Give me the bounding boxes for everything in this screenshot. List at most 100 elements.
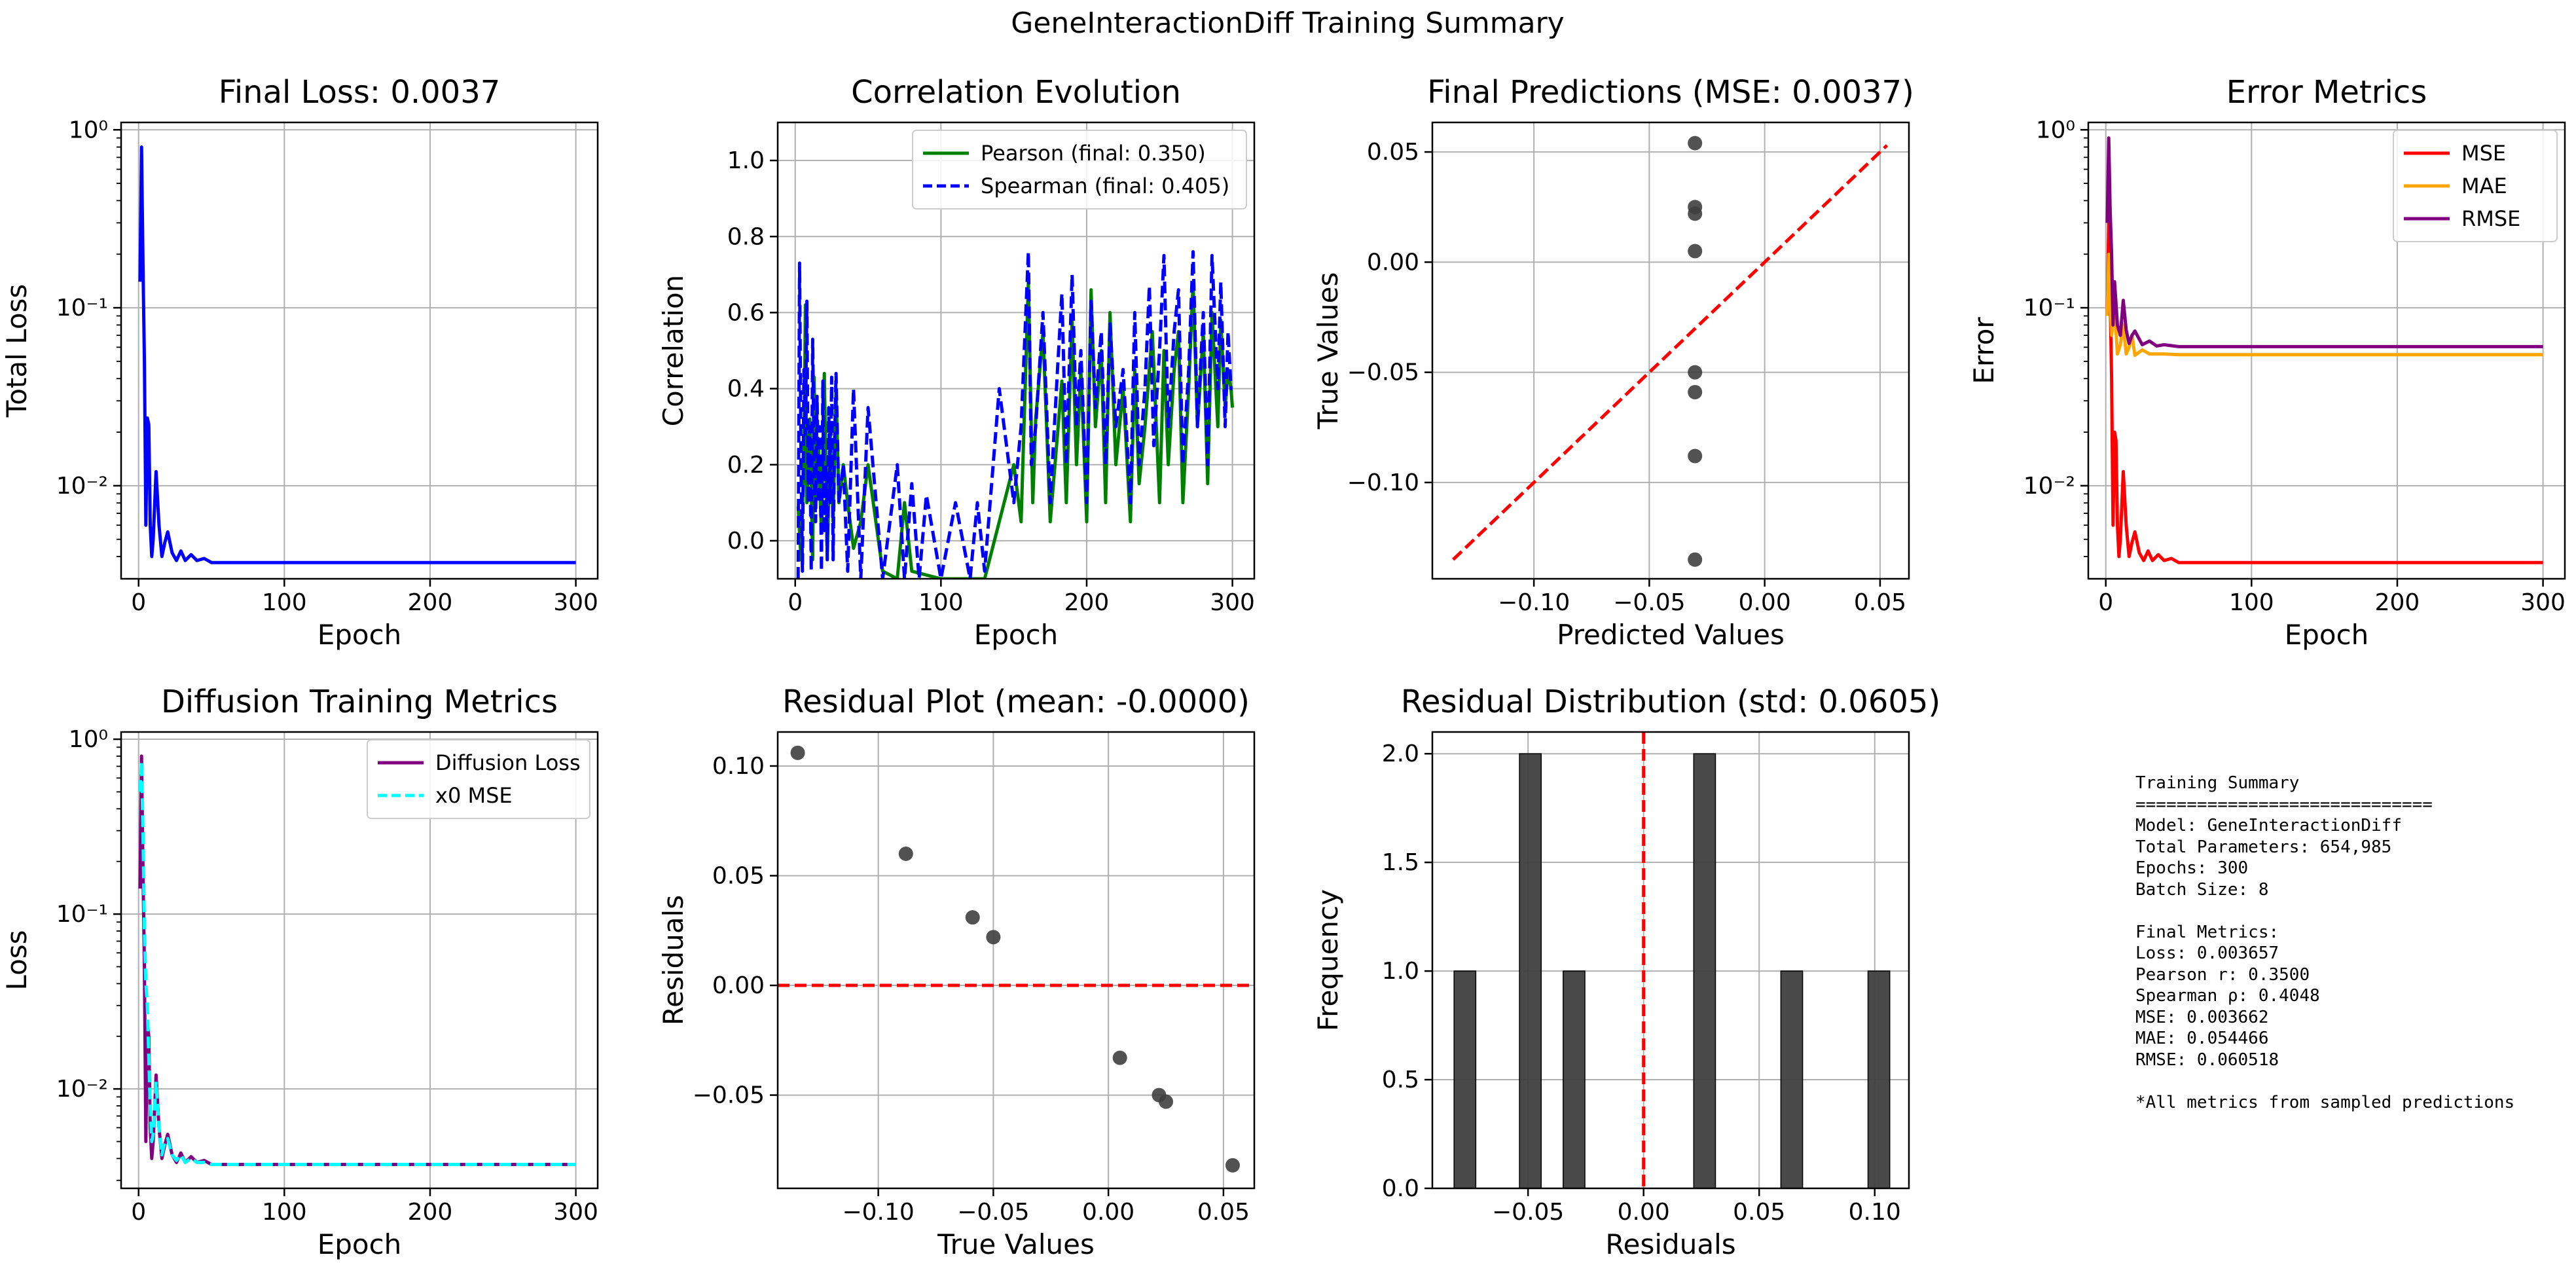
y-tick-label: 10⁻¹ <box>56 295 108 321</box>
x-tick-label: 100 <box>262 1199 307 1226</box>
residual-distribution-chart: −0.05 0.00 0.05 0.10 0.0 0.5 1.0 1.5 2.0 Residual… <box>1312 684 1940 1260</box>
legend-box <box>912 130 1247 210</box>
scatter-point <box>986 930 1001 945</box>
x-tick-label: 300 <box>553 1199 598 1226</box>
x-tick-label: 200 <box>2375 589 2420 616</box>
correlation-evolution-data <box>796 250 1235 579</box>
histogram-bar <box>1453 970 1477 1188</box>
residual-distribution-data <box>1453 732 1891 1188</box>
x-tick-label: 100 <box>2229 589 2274 616</box>
x-tick-label: 300 <box>2520 589 2566 616</box>
histogram-bar <box>1780 970 1804 1188</box>
y-axis-label: Residuals <box>657 895 689 1025</box>
y-tick-label: 0.5 <box>1382 1067 1419 1093</box>
scatter-point <box>1688 448 1703 464</box>
x-tick-label: 200 <box>408 589 453 616</box>
y-axis-label: Correlation <box>657 275 689 427</box>
x-tick-label: 200 <box>1064 589 1110 616</box>
histogram-bar <box>1693 753 1716 1188</box>
y-tick-label: 10⁻² <box>56 1076 108 1103</box>
scatter-point <box>1688 365 1703 380</box>
residual-plot-data <box>778 745 1254 1173</box>
x-tick-label: 0 <box>788 589 803 616</box>
y-tick-label: 1.5 <box>1382 849 1419 876</box>
x-tick-label: 300 <box>1210 589 1255 616</box>
chart-title: Diffusion Training Metrics <box>161 684 558 720</box>
legend-label: MSE <box>2461 141 2506 166</box>
y-tick-label: 10⁰ <box>2036 117 2075 143</box>
training-summary-text: Training Summary =======================… <box>2135 773 2515 1112</box>
chart-title: Final Loss: 0.0037 <box>219 74 501 111</box>
x-tick-label: 0.05 <box>1197 1199 1250 1226</box>
plot-frame <box>776 121 1256 580</box>
y-tick-label: 1.0 <box>1382 958 1419 985</box>
scatter-point <box>790 745 805 760</box>
histogram-bar <box>1563 970 1586 1188</box>
y-axis-label: Loss <box>1 930 33 990</box>
x-tick-label: 0.00 <box>1082 1199 1134 1226</box>
scatter-point <box>1225 1158 1240 1173</box>
y-tick-label: 0.4 <box>727 376 765 403</box>
x-axis-label: True Values <box>937 1228 1095 1260</box>
x-tick-label: −0.05 <box>1613 589 1685 616</box>
y-tick-label: 10⁻² <box>2023 473 2075 500</box>
error-metrics-data <box>2105 136 2543 564</box>
x-tick-label: 0.10 <box>1849 1199 1901 1226</box>
x-tick-label: −0.10 <box>1498 589 1570 616</box>
series-line-rmse <box>2105 136 2543 348</box>
series-line-spearman <box>796 250 1233 579</box>
x-tick-label: 300 <box>553 589 598 616</box>
y-axis-label: True Values <box>1312 272 1344 430</box>
correlation-evolution-chart: 0 100 200 300 0.0 0.2 0.4 0.6 0.8 1.0 Correlation … <box>657 74 1256 651</box>
x-axis-label: Epoch <box>317 619 402 651</box>
y-tick-label: −0.05 <box>693 1082 765 1109</box>
y-tick-label: 0.0 <box>1382 1175 1419 1202</box>
series-line-mse <box>2105 221 2543 564</box>
x-axis-label: Predicted Values <box>1557 619 1785 651</box>
chart-title: Residual Distribution (std: 0.0605) <box>1401 684 1940 720</box>
plot-frame <box>1431 731 1910 1190</box>
y-tick-label: 0.6 <box>727 299 765 326</box>
legend-box <box>367 739 590 819</box>
y-tick-label: 0.10 <box>712 753 765 780</box>
legend: Diffusion Loss x0 MSE <box>367 739 590 819</box>
x-axis-label: Epoch <box>317 1228 402 1260</box>
diffusion-metrics-data <box>138 754 576 1166</box>
x-tick-label: 100 <box>262 589 307 616</box>
x-tick-label: 0.05 <box>1733 1199 1785 1226</box>
scatter-point <box>898 846 913 861</box>
legend-label: Spearman (final: 0.405) <box>981 174 1229 198</box>
scatter-point <box>1688 206 1703 221</box>
plot-frame <box>120 731 599 1190</box>
x-tick-label: −0.10 <box>842 1199 914 1226</box>
diffusion-metrics-chart: 0 100 200 300 10⁻² 10⁻¹ 10⁰ Diffusion Training … <box>1 684 599 1260</box>
scatter-point <box>1688 244 1703 259</box>
series-line-x0 <box>138 759 576 1166</box>
legend-label: Pearson (final: 0.350) <box>981 141 1206 166</box>
plot-frame <box>2087 121 2566 580</box>
chart-title: Residual Plot (mean: -0.0000) <box>782 684 1250 720</box>
plot-frame <box>1431 121 1910 580</box>
y-tick-label: 0.0 <box>727 528 765 555</box>
x-tick-label: 0 <box>2098 589 2113 616</box>
legend-label: RMSE <box>2461 206 2520 231</box>
y-tick-label: 2.0 <box>1382 741 1419 767</box>
y-tick-label: 10⁻¹ <box>56 901 108 928</box>
y-tick-label: −0.10 <box>1347 469 1419 496</box>
chart-title: Correlation Evolution <box>851 74 1181 111</box>
x-tick-label: −0.05 <box>1492 1199 1564 1226</box>
y-tick-label: 0.8 <box>727 223 765 250</box>
residual-plot-chart: −0.10 −0.05 0.00 0.05 −0.05 0.00 0.05 0.10 Resid… <box>657 684 1256 1260</box>
plot-frame <box>120 121 599 580</box>
legend-label: x0 MSE <box>435 783 513 808</box>
series-line-0 <box>138 145 576 564</box>
scatter-point <box>1688 136 1703 151</box>
x-tick-label: 0.00 <box>1739 589 1791 616</box>
legend-box <box>2393 130 2558 242</box>
x-tick-label: 0 <box>131 589 146 616</box>
y-axis-label: Frequency <box>1312 889 1344 1031</box>
final-loss-data <box>138 145 576 564</box>
y-tick-label: 10⁻² <box>56 473 108 500</box>
scatter-point <box>1688 552 1703 567</box>
